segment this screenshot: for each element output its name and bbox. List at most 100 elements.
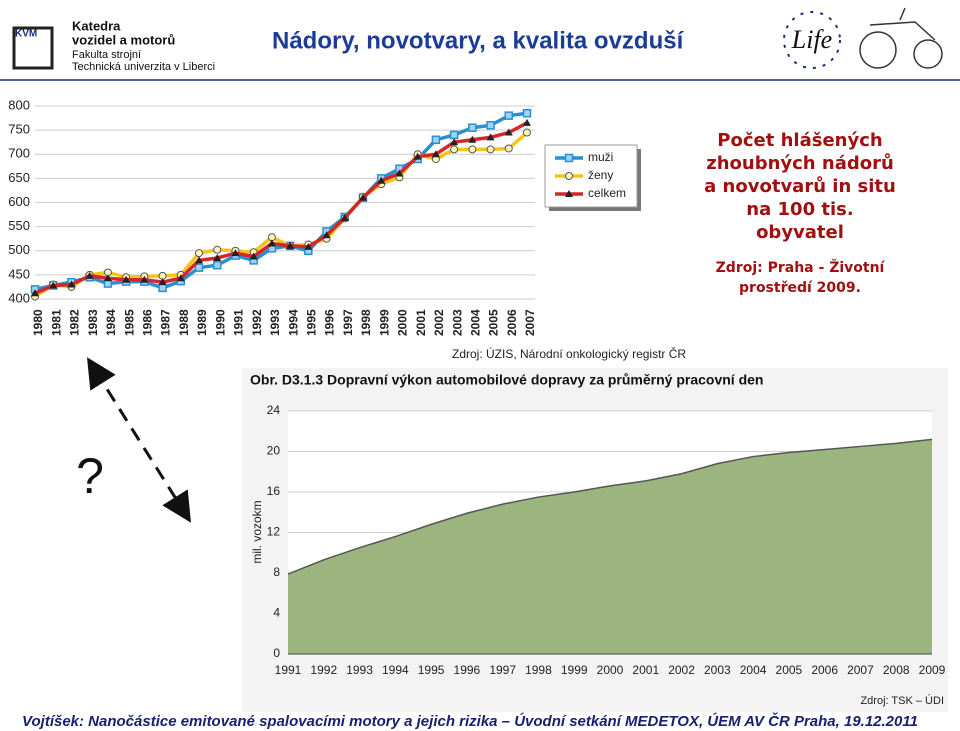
y-tick-label: 600 [8, 194, 30, 209]
marker [212, 260, 222, 270]
marker [468, 135, 477, 143]
y-tick-label: 700 [8, 146, 30, 161]
x-tick-label: 1986 [141, 309, 155, 336]
source: Zdroj: ÚZIS, Národní onkologický registr… [452, 346, 686, 361]
marker [213, 253, 222, 261]
marker [468, 123, 477, 132]
marker [31, 289, 39, 297]
marker [486, 121, 495, 130]
marker [158, 283, 167, 293]
legend-label: muži [588, 150, 613, 164]
x-tick-label: 1987 [159, 309, 173, 336]
series-line [34, 111, 528, 292]
marker [140, 275, 149, 283]
x-tick-label: 1994 [382, 663, 409, 677]
marker [122, 275, 131, 283]
marker [565, 190, 573, 197]
x-tick-label: 1980 [31, 309, 45, 336]
x-tick-label: 2004 [740, 663, 767, 677]
marker [564, 153, 574, 163]
chart-title: Obr. D3.1.3 Dopravní výkon automobilové … [250, 372, 763, 388]
marker [523, 128, 531, 137]
marker [450, 145, 459, 154]
marker [504, 128, 513, 136]
x-tick-label: 1992 [250, 309, 264, 336]
y-tick-label: 24 [267, 403, 281, 417]
marker [49, 281, 58, 289]
x-tick-label: 2007 [523, 309, 537, 336]
logo-abbr: KVM [15, 29, 37, 40]
area [288, 439, 932, 654]
source: Zdroj: TSK – ÚDI [860, 694, 944, 707]
y-tick-label: 500 [8, 242, 30, 257]
y-tick-label: 0 [273, 646, 280, 660]
marker [431, 150, 440, 158]
x-tick-label: 1990 [213, 309, 227, 336]
x-tick-label: 1995 [418, 663, 445, 677]
header: KVM Katedra vozidel a motorů Fakulta str… [0, 7, 960, 81]
x-tick-label: 1996 [454, 663, 481, 677]
slide-title: Nádory, novotvary, a kvalita ovzduší [272, 27, 685, 54]
annotation: na 100 tis. [746, 199, 853, 220]
logo-frame [12, 26, 54, 70]
x-tick-label: 1988 [177, 309, 191, 336]
marker [395, 169, 404, 177]
marker [450, 138, 459, 146]
marker [213, 245, 222, 254]
x-tick-label: 1998 [525, 663, 552, 677]
marker [67, 280, 76, 288]
logo-line: vozidel a motorů [72, 32, 175, 47]
x-tick-label: 1993 [346, 663, 373, 677]
x-tick-label: 2000 [396, 309, 410, 336]
x-tick-label: 2001 [632, 663, 659, 677]
x-tick-label: 2003 [704, 663, 731, 677]
x-tick-label: 1997 [489, 663, 516, 677]
carriage-icon [859, 7, 943, 69]
annotation-source: prostředí 2009. [739, 280, 861, 296]
marker [413, 152, 422, 160]
y-tick-label: 4 [273, 606, 280, 620]
x-tick-label: 2001 [414, 309, 428, 336]
x-tick-label: 2006 [811, 663, 838, 677]
legend-label: celkem [588, 186, 626, 200]
x-tick-label: 1981 [49, 309, 63, 336]
x-tick-label: 1991 [232, 309, 246, 336]
x-tick-label: 2006 [505, 309, 519, 336]
x-tick-label: 1984 [104, 309, 118, 336]
annotation: obyvatel [756, 222, 844, 243]
y-tick-label: 20 [267, 444, 281, 458]
marker [377, 176, 386, 184]
y-tick-label: 8 [273, 565, 280, 579]
marker [322, 231, 331, 239]
annotation: Počet hlášených [717, 130, 882, 151]
area-edge [287, 438, 933, 575]
x-tick-label: 2003 [450, 309, 464, 336]
y-tick-label: 750 [8, 122, 30, 137]
annotation-source: Zdroj: Praha - Životní [716, 259, 886, 276]
y-tick-label: 12 [267, 525, 281, 539]
x-tick-label: 2005 [776, 663, 803, 677]
y-tick-label: 400 [8, 290, 30, 305]
marker [304, 242, 313, 250]
legend-label: ženy [588, 168, 613, 182]
x-tick-label: 1982 [68, 309, 82, 336]
marker [176, 274, 185, 282]
y-tick-label: 16 [267, 484, 281, 498]
marker [286, 241, 295, 249]
series-line [34, 121, 528, 295]
marker [449, 130, 459, 140]
x-tick-label: 1994 [286, 309, 300, 336]
x-tick-label: 1999 [561, 663, 588, 677]
x-tick-label: 2008 [883, 663, 910, 677]
marker [486, 133, 495, 141]
x-tick-label: 2005 [487, 309, 501, 336]
marker [486, 145, 495, 154]
y-tick-label: 650 [8, 170, 30, 185]
x-tick-label: 1983 [86, 309, 100, 336]
x-tick-label: 2009 [919, 663, 946, 677]
marker [103, 274, 112, 282]
marker [431, 135, 441, 145]
dashed-arrow [87, 357, 191, 523]
x-tick-label: 1998 [359, 309, 373, 336]
